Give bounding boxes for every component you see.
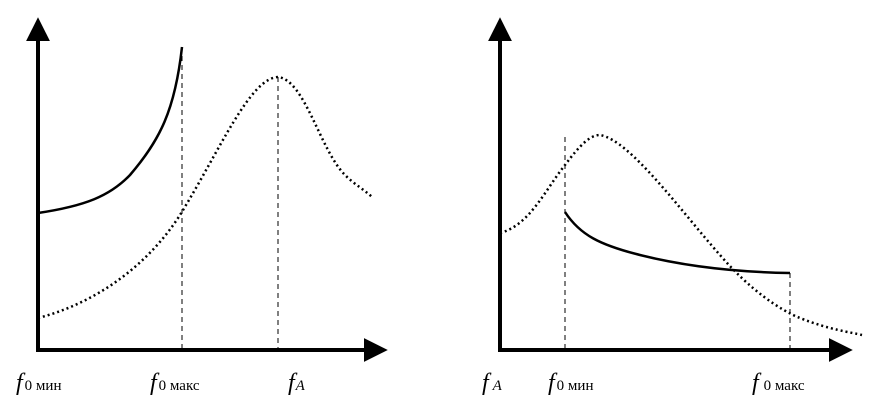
dotted-curve xyxy=(499,133,863,337)
symbol: f xyxy=(288,370,298,396)
subscript: 0 мин xyxy=(25,378,62,394)
symbol: f xyxy=(752,370,762,396)
subscript: 0 макс xyxy=(159,378,200,394)
axis-label: fA xyxy=(288,370,306,396)
right-panel xyxy=(488,17,863,362)
subscript: 0 макс xyxy=(764,378,805,394)
subscript: A xyxy=(492,378,503,394)
symbol: f xyxy=(482,370,492,396)
symbol: f xyxy=(16,370,26,396)
symbol: f xyxy=(548,370,558,396)
dotted-curve xyxy=(37,75,374,320)
left-panel xyxy=(26,17,388,362)
subscript: 0 мин xyxy=(557,378,594,394)
symbol: f xyxy=(150,370,160,396)
subscript: A xyxy=(295,378,306,394)
solid-curve xyxy=(563,211,791,275)
solid-curve xyxy=(37,46,184,215)
